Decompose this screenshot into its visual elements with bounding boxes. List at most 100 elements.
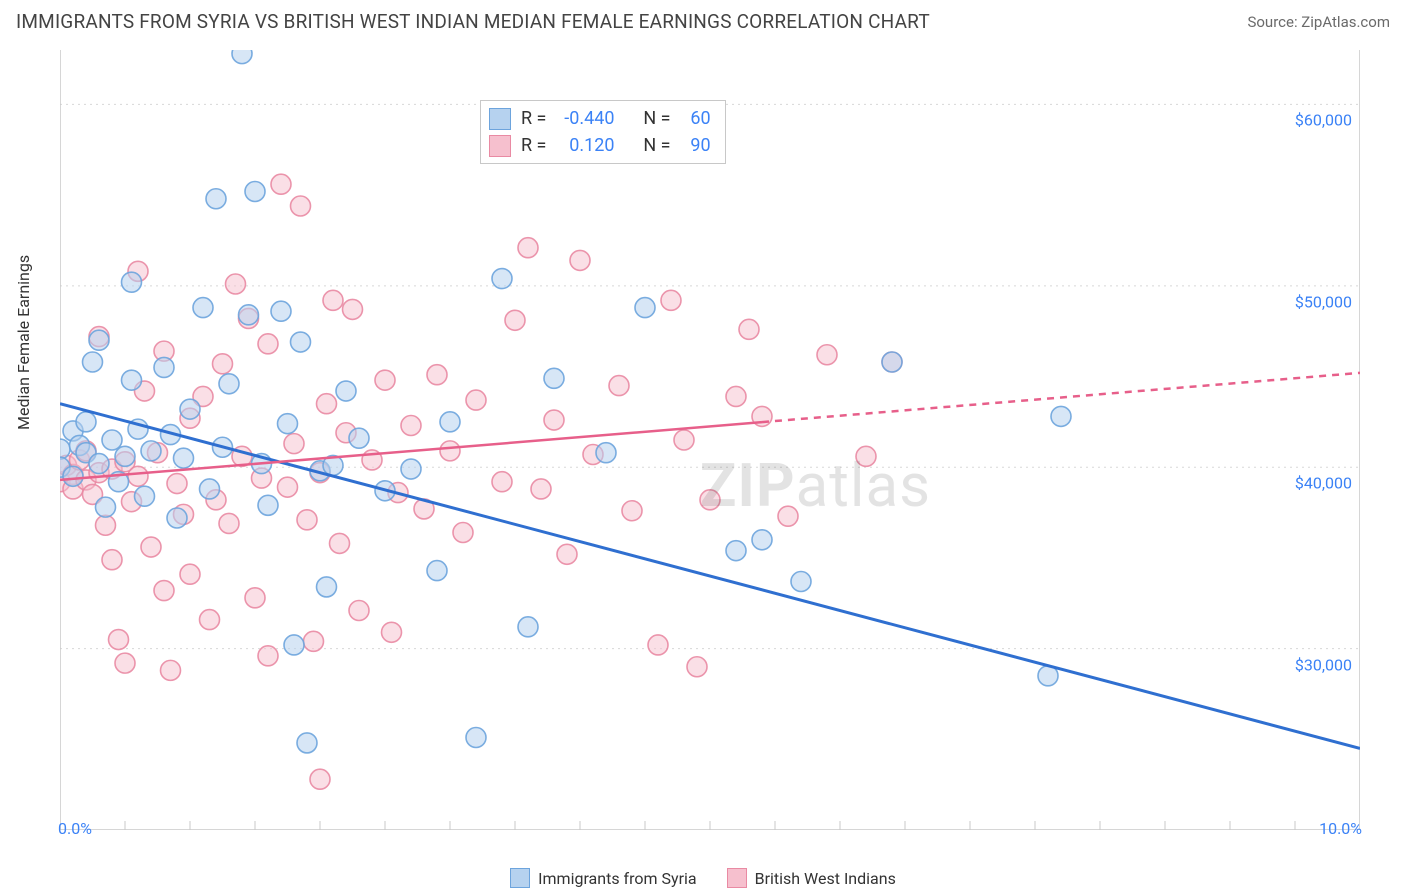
scatter-point	[382, 622, 402, 642]
scatter-point	[427, 365, 447, 385]
scatter-point	[440, 412, 460, 432]
legend-item: British West Indians	[727, 868, 896, 888]
scatter-point	[531, 479, 551, 499]
scatter-point	[102, 430, 122, 450]
legend-item: Immigrants from Syria	[510, 868, 696, 888]
scatter-point	[661, 290, 681, 310]
stat-r-label: R =	[521, 132, 546, 159]
scatter-point	[323, 290, 343, 310]
legend-swatch	[489, 135, 511, 157]
scatter-point	[278, 477, 298, 497]
scatter-point	[401, 415, 421, 435]
scatter-point	[856, 446, 876, 466]
scatter-point	[505, 310, 525, 330]
scatter-point	[63, 466, 83, 486]
stat-r-label: R =	[521, 105, 546, 132]
scatter-point	[96, 515, 116, 535]
scatter-point	[492, 472, 512, 492]
scatter-point	[622, 501, 642, 521]
scatter-point	[466, 727, 486, 747]
y-tick-label: $60,000	[1295, 111, 1352, 130]
legend-swatch	[727, 868, 747, 888]
scatter-point	[135, 486, 155, 506]
scatter-point	[141, 537, 161, 557]
scatter-point	[167, 508, 187, 528]
scatter-point	[700, 490, 720, 510]
scatter-point	[226, 274, 246, 294]
chart-title: IMMIGRANTS FROM SYRIA VS BRITISH WEST IN…	[16, 10, 930, 33]
scatter-point	[239, 305, 259, 325]
scatter-point	[284, 635, 304, 655]
scatter-point	[245, 588, 265, 608]
y-tick-label: $40,000	[1295, 474, 1352, 493]
scatter-point	[109, 630, 129, 650]
scatter-point	[115, 446, 135, 466]
scatter-point	[427, 561, 447, 581]
scatter-point	[83, 352, 103, 372]
scatter-point	[349, 601, 369, 621]
scatter-point	[297, 733, 317, 753]
scatter-point	[174, 448, 194, 468]
scatter-point	[817, 345, 837, 365]
scatter-point	[375, 370, 395, 390]
scatter-point	[245, 181, 265, 201]
stats-legend-row: R =-0.440 N =60	[489, 105, 711, 132]
scatter-point	[154, 581, 174, 601]
scatter-point	[687, 657, 707, 677]
stat-n-value: 60	[681, 105, 711, 132]
scatter-point	[115, 653, 135, 673]
scatter-point	[1051, 406, 1071, 426]
scatter-point	[343, 299, 363, 319]
scatter-point	[674, 430, 694, 450]
scatter-point	[141, 441, 161, 461]
scatter-point	[271, 301, 291, 321]
y-tick-label: $50,000	[1295, 292, 1352, 311]
trend-line	[60, 404, 1360, 749]
scatter-point	[200, 610, 220, 630]
stat-r-value: -0.440	[556, 105, 614, 132]
scatter-point	[219, 513, 239, 533]
scatter-point	[518, 617, 538, 637]
scatter-point	[89, 454, 109, 474]
scatter-point	[596, 443, 616, 463]
series-legend: Immigrants from Syria British West Indian…	[0, 868, 1406, 888]
legend-label: Immigrants from Syria	[538, 869, 696, 888]
scatter-point	[726, 541, 746, 561]
scatter-point	[304, 631, 324, 651]
scatter-point	[739, 319, 759, 339]
scatter-point	[570, 250, 590, 270]
stat-n-label: N =	[643, 132, 670, 159]
legend-swatch	[510, 868, 530, 888]
scatter-point	[401, 459, 421, 479]
stat-n-value: 90	[681, 132, 711, 159]
scatter-point	[518, 238, 538, 258]
scatter-point	[882, 352, 902, 372]
scatter-point	[791, 571, 811, 591]
scatter-point	[154, 357, 174, 377]
scatter-point	[271, 174, 291, 194]
x-tick-right: 10.0%	[1319, 819, 1362, 838]
y-tick-label: $30,000	[1295, 655, 1352, 674]
scatter-point	[76, 412, 96, 432]
scatter-point	[200, 479, 220, 499]
scatter-point	[213, 354, 233, 374]
scatter-point	[752, 530, 772, 550]
x-tick-left: 0.0%	[58, 819, 92, 838]
stats-legend-row: R = 0.120 N = 90	[489, 132, 711, 159]
scatter-point	[317, 394, 337, 414]
stat-r-value: 0.120	[556, 132, 614, 159]
scatter-point	[232, 50, 252, 64]
scatter-point	[726, 386, 746, 406]
scatter-point	[310, 769, 330, 789]
scatter-point	[122, 272, 142, 292]
scatter-point	[284, 434, 304, 454]
scatter-point	[330, 533, 350, 553]
scatter-point	[635, 298, 655, 318]
scatter-point	[778, 506, 798, 526]
scatter-point	[167, 474, 187, 494]
scatter-point	[278, 414, 298, 434]
scatter-point	[128, 466, 148, 486]
scatter-point	[317, 577, 337, 597]
chart-area: ZIPatlas R =-0.440 N =60R =0.120 N =90 $…	[60, 50, 1360, 830]
scatter-point	[609, 376, 629, 396]
